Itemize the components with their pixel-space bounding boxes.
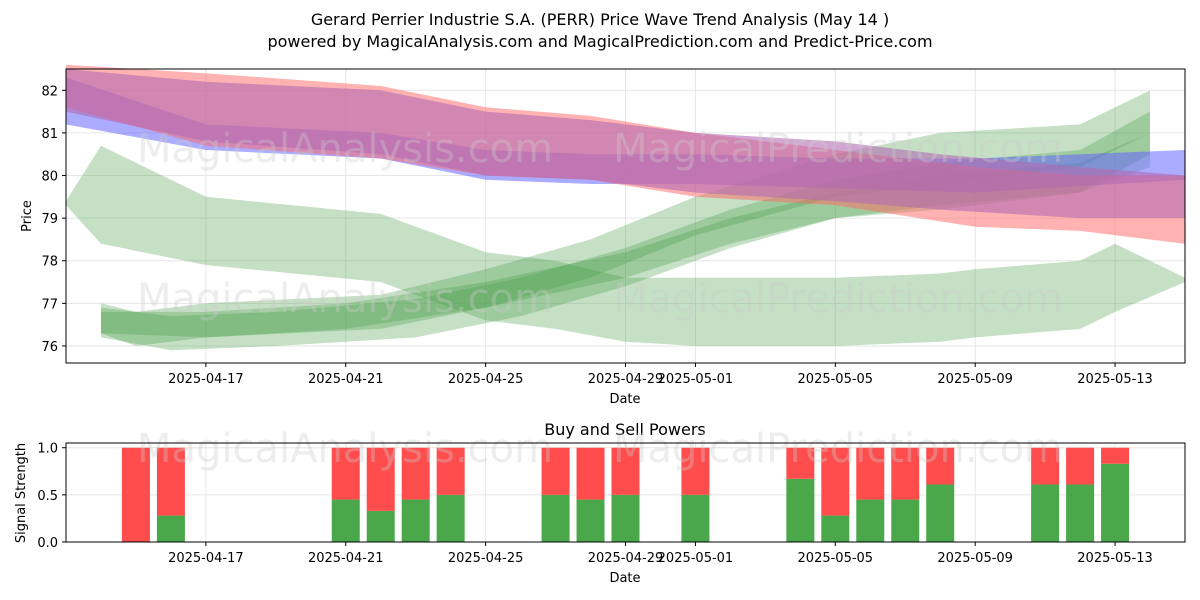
main-x-tick-label: 2025-05-05 bbox=[798, 372, 874, 387]
chart-title: Gerard Perrier Industrie S.A. (PERR) Pri… bbox=[311, 10, 889, 29]
buy-bar bbox=[576, 499, 605, 542]
buy-bar bbox=[1066, 484, 1095, 542]
bar-y-axis-label: Signal Strength bbox=[14, 443, 29, 543]
sell-bar bbox=[366, 447, 395, 511]
main-x-tick-label: 2025-05-13 bbox=[1077, 372, 1153, 387]
main-y-tick-label: 78 bbox=[41, 255, 58, 270]
watermark-prediction: MagicalPrediction.com bbox=[613, 126, 1063, 172]
buy-bar bbox=[926, 484, 955, 542]
buy-bar bbox=[436, 494, 465, 542]
buy-bar bbox=[156, 515, 185, 542]
buy-bar bbox=[821, 515, 850, 542]
bar-x-tick-label: 2025-05-01 bbox=[658, 551, 734, 566]
sell-bar bbox=[401, 447, 430, 500]
sell-bar bbox=[331, 447, 360, 500]
watermark-analysis: MagicalAnalysis.com bbox=[137, 426, 553, 472]
buy-bar bbox=[1031, 484, 1060, 542]
bar-chart-title: Buy and Sell Powers bbox=[544, 420, 706, 439]
buy-bar bbox=[366, 510, 395, 542]
main-x-ticks: 2025-04-17 2025-04-21 2025-04-25 2025-04-29… bbox=[168, 363, 1153, 387]
main-x-tick-label: 2025-04-21 bbox=[308, 372, 384, 387]
price-wave-chart: MagicalAnalysis.com MagicalPrediction.co… bbox=[20, 64, 1186, 407]
bar-y-tick-label: 1.0 bbox=[37, 442, 58, 457]
main-y-tick-label: 81 bbox=[41, 127, 58, 142]
bar-x-axis-label: Date bbox=[609, 571, 640, 586]
sell-bar bbox=[821, 447, 850, 516]
main-x-axis-label: Date bbox=[609, 392, 640, 407]
bar-x-tick-label: 2025-05-05 bbox=[798, 551, 874, 566]
main-y-tick-label: 76 bbox=[41, 340, 58, 355]
main-y-ticks: 76 77 78 79 80 81 82 bbox=[41, 84, 66, 355]
sell-bar bbox=[1101, 447, 1130, 464]
main-watermarks: MagicalAnalysis.com MagicalPrediction.co… bbox=[137, 126, 1063, 322]
sell-bar bbox=[926, 447, 955, 485]
buy-bar bbox=[331, 499, 360, 542]
purple-price-band bbox=[66, 69, 1185, 219]
sell-bar bbox=[891, 447, 920, 500]
main-y-axis-label: Price bbox=[20, 200, 35, 232]
buy-bar bbox=[786, 478, 815, 542]
main-x-tick-label: 2025-04-29 bbox=[588, 372, 664, 387]
bar-x-tick-label: 2025-05-13 bbox=[1077, 551, 1153, 566]
bar-x-tick-label: 2025-04-17 bbox=[168, 551, 244, 566]
bar-x-tick-label: 2025-05-09 bbox=[937, 551, 1013, 566]
watermark-prediction: MagicalPrediction.com bbox=[613, 276, 1063, 322]
main-y-tick-label: 82 bbox=[41, 84, 58, 99]
green-price-band bbox=[101, 132, 1150, 338]
bar-y-tick-label: 0.0 bbox=[37, 536, 58, 551]
sell-bar bbox=[156, 447, 185, 516]
sell-bar bbox=[681, 447, 710, 495]
main-x-tick-label: 2025-05-09 bbox=[937, 372, 1013, 387]
buy-sell-bars bbox=[121, 447, 1130, 542]
main-y-tick-label: 77 bbox=[41, 297, 58, 312]
bar-x-ticks: 2025-04-17 2025-04-21 2025-04-25 2025-04-29… bbox=[168, 542, 1153, 566]
price-bands bbox=[66, 64, 1185, 351]
green-price-band bbox=[66, 145, 1185, 346]
bar-x-tick-label: 2025-04-29 bbox=[588, 551, 664, 566]
bar-y-ticks: 0.0 0.5 1.0 bbox=[37, 442, 66, 551]
buy-bar bbox=[401, 499, 430, 542]
main-y-tick-label: 80 bbox=[41, 170, 58, 185]
sell-bar bbox=[576, 447, 605, 500]
bar-y-tick-label: 0.5 bbox=[37, 489, 58, 504]
main-x-tick-label: 2025-05-01 bbox=[658, 372, 734, 387]
buy-bar bbox=[611, 494, 640, 542]
bar-watermarks: MagicalAnalysis.com MagicalPrediction.co… bbox=[137, 426, 1063, 472]
watermark-prediction: MagicalPrediction.com bbox=[613, 426, 1063, 472]
watermark-analysis: MagicalAnalysis.com bbox=[137, 126, 553, 172]
sell-bar bbox=[541, 447, 570, 495]
buy-bar bbox=[1101, 463, 1130, 542]
watermark-analysis: MagicalAnalysis.com bbox=[137, 276, 553, 322]
main-y-tick-label: 79 bbox=[41, 212, 58, 227]
chart-subtitle: powered by MagicalAnalysis.com and Magic… bbox=[267, 32, 932, 51]
sell-bar bbox=[611, 447, 640, 495]
main-x-tick-label: 2025-04-17 bbox=[168, 372, 244, 387]
sell-bar bbox=[1031, 447, 1060, 485]
buy-bar bbox=[856, 499, 885, 542]
sell-bar bbox=[436, 447, 465, 495]
buy-sell-chart: Buy and Sell Powers MagicalAnalysis.com … bbox=[14, 420, 1186, 586]
bar-x-tick-label: 2025-04-25 bbox=[448, 551, 524, 566]
main-x-tick-label: 2025-04-25 bbox=[448, 372, 524, 387]
sell-bar bbox=[121, 447, 150, 542]
sell-bar bbox=[786, 447, 815, 479]
buy-bar bbox=[541, 494, 570, 542]
bar-x-tick-label: 2025-04-21 bbox=[308, 551, 384, 566]
sell-bar bbox=[856, 447, 885, 500]
buy-bar bbox=[891, 499, 920, 542]
sell-bar bbox=[1066, 447, 1095, 485]
buy-bar bbox=[681, 494, 710, 542]
